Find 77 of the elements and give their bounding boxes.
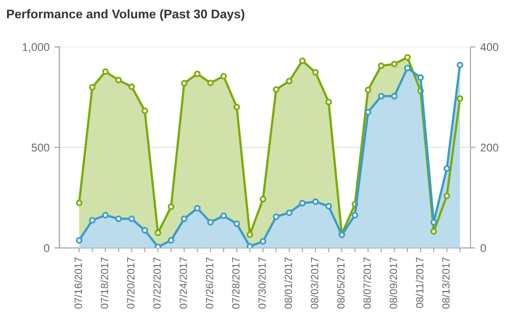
point (76, 200, 82, 206)
point (194, 204, 201, 212)
x-tick-label: 08/07/2017 (363, 257, 371, 309)
x-tick-label: 07/20/2017 (126, 257, 134, 309)
point (115, 215, 122, 222)
point (272, 86, 280, 93)
point (378, 62, 384, 70)
point (89, 216, 96, 224)
point (194, 70, 201, 78)
point (391, 92, 398, 100)
y-tick-label: 0 (44, 244, 50, 252)
point (312, 69, 319, 76)
point (142, 227, 148, 234)
point (286, 78, 293, 84)
point (233, 220, 240, 228)
x-tick-label: 07/28/2017 (232, 257, 240, 309)
point (102, 68, 109, 75)
point (220, 212, 227, 220)
point (430, 228, 437, 235)
x-tick-label: 08/11/2017 (416, 257, 424, 308)
x-tick-label: 08/05/2017 (336, 257, 345, 309)
point (312, 198, 319, 205)
point (299, 200, 306, 206)
x-tick-label: 07/30/2017 (258, 257, 266, 309)
point (154, 230, 162, 236)
point (286, 209, 293, 216)
point (180, 80, 188, 87)
point (207, 80, 214, 86)
y2-tick-label: 400 (480, 43, 498, 52)
y2-tick-label: 200 (480, 144, 498, 152)
point (168, 237, 174, 244)
point (378, 92, 384, 100)
x-tick-label: 07/24/2017 (179, 257, 187, 309)
x-tick-label: 08/13/2017 (442, 257, 450, 309)
point (220, 72, 227, 80)
y2-tick-label: 0 (480, 244, 486, 252)
point (246, 231, 254, 238)
point (364, 108, 372, 116)
point (404, 54, 411, 61)
x-tick-label: 08/03/2017 (310, 257, 318, 309)
point (456, 62, 464, 68)
x-tick-label: 08/01/2017 (284, 257, 292, 309)
point (444, 192, 450, 200)
point (417, 74, 424, 81)
point (325, 202, 332, 210)
point (168, 203, 174, 210)
x-tick-label: 07/18/2017 (100, 257, 108, 309)
point (233, 104, 240, 110)
x-tick-label: 07/26/2017 (206, 257, 214, 309)
point (444, 165, 450, 172)
point (299, 58, 306, 64)
x-tick-label: 07/16/2017 (74, 257, 82, 309)
point (128, 83, 135, 90)
point (364, 86, 372, 94)
point (76, 237, 82, 244)
point (456, 95, 464, 102)
point (391, 60, 398, 68)
point (115, 76, 122, 84)
point (325, 98, 332, 106)
point (404, 64, 411, 72)
point (430, 219, 437, 226)
point (180, 215, 188, 222)
point (260, 238, 266, 245)
point (89, 84, 96, 91)
point (102, 212, 109, 219)
point (260, 196, 266, 202)
point (128, 215, 135, 222)
point (246, 243, 254, 248)
x-tick-label: 08/09/2017 (389, 257, 398, 309)
point (142, 108, 148, 114)
y-tick-label: 1,000 (22, 43, 50, 52)
chart-title: Performance and Volume (Past 30 Days) (7, 9, 244, 21)
y-tick-label: 500 (32, 144, 50, 152)
point (207, 219, 214, 226)
point (352, 212, 358, 219)
x-tick-label: 07/22/2017 (153, 257, 161, 309)
point (272, 213, 280, 220)
